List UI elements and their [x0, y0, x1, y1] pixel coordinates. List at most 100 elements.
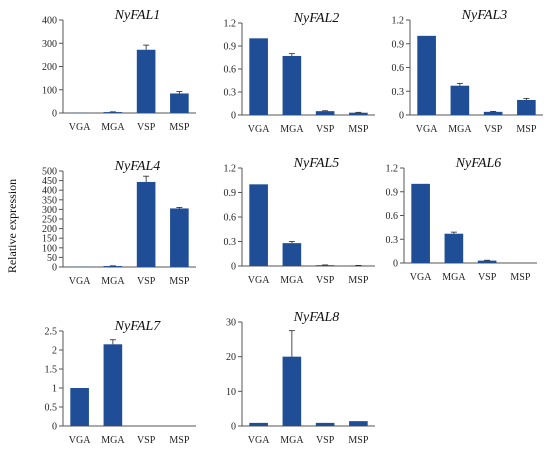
x-tick-label: VGA — [248, 124, 270, 135]
y-tick-label: 0.6 — [224, 213, 237, 224]
y-tick-label: 350 — [42, 195, 57, 206]
y-tick-label: 400 — [42, 16, 57, 27]
chart-title: NyFAL8 — [293, 310, 340, 325]
bar-msp — [349, 421, 368, 426]
x-tick-label: MSP — [348, 275, 368, 286]
chart-panel-8: 0 10 20 30 VGA MGA VSP MSP NyFAL8 — [226, 310, 375, 446]
y-tick-label: 2 — [52, 346, 57, 357]
chart-panel-6: 0 0.3 0.6 0.9 1.2 VGA MGA VSP MSP NyFAL6 — [386, 156, 537, 283]
y-tick-label: 0.9 — [386, 187, 399, 198]
y-tick-label: 1.2 — [386, 164, 399, 175]
bar-mga — [103, 344, 123, 426]
x-tick-label: MSP — [169, 122, 189, 133]
y-tick-label: 10 — [226, 387, 236, 398]
x-tick-label: VGA — [69, 122, 91, 133]
x-tick-label: MGA — [280, 124, 304, 135]
bar-vsp — [315, 422, 335, 426]
bar-vga — [249, 422, 268, 426]
x-tick-label: VSP — [316, 435, 335, 446]
y-tick-label: 0.3 — [224, 88, 237, 99]
chart-panel-3: 0 0.3 0.6 0.9 1.2 VGA MGA VSP MSP NyFAL3 — [392, 8, 543, 135]
x-tick-label: VGA — [248, 435, 270, 446]
y-tick-label: 400 — [42, 186, 57, 197]
y-tick-label: 300 — [42, 39, 57, 50]
y-tick-label: 2.5 — [45, 327, 58, 338]
x-tick-label: MSP — [510, 272, 530, 283]
x-tick-label: VGA — [248, 275, 270, 286]
y-tick-label: 0.6 — [386, 211, 399, 222]
chart-panel-1: 0 100 200 300 400 VGA MGA VSP MSP NyFAL1 — [42, 8, 196, 133]
x-tick-label: VSP — [316, 275, 335, 286]
bar-mga — [282, 356, 302, 426]
bar-mga — [103, 266, 123, 267]
bar-vsp — [136, 181, 156, 267]
bar-mga — [450, 85, 470, 115]
y-tick-label: 0.5 — [45, 403, 58, 414]
y-tick-label: 50 — [47, 253, 57, 264]
x-tick-label: MSP — [348, 435, 368, 446]
x-tick-label: MGA — [101, 276, 125, 287]
y-tick-label: 0 — [399, 111, 404, 122]
y-tick-label: 1.2 — [224, 164, 237, 175]
x-tick-label: MGA — [448, 124, 472, 135]
y-tick-label: 0.9 — [392, 39, 405, 50]
bar-mga — [103, 112, 123, 113]
y-tick-label: 150 — [42, 234, 57, 245]
y-tick-label: 0.6 — [224, 65, 237, 76]
chart-title: NyFAL2 — [293, 11, 340, 26]
chart-title: NyFAL3 — [461, 8, 508, 23]
y-tick-label: 20 — [226, 352, 236, 363]
bar-vga — [249, 38, 268, 116]
y-tick-label: 0.6 — [392, 63, 405, 74]
bar-vsp — [315, 111, 335, 115]
x-tick-label: VGA — [69, 276, 91, 287]
y-tick-label: 1.2 — [392, 16, 405, 27]
bar-vga — [70, 388, 89, 426]
x-tick-label: MGA — [101, 435, 125, 446]
y-tick-label: 1 — [52, 384, 57, 395]
y-tick-label: 30 — [226, 318, 236, 329]
bar-vga — [417, 35, 436, 116]
bar-vsp — [483, 111, 503, 115]
x-tick-label: VSP — [478, 272, 497, 283]
x-tick-label: VSP — [484, 124, 503, 135]
x-tick-label: VSP — [137, 122, 156, 133]
bar-vga — [411, 183, 430, 263]
x-tick-label: VGA — [416, 124, 438, 135]
chart-title: NyFAL4 — [114, 159, 161, 174]
x-tick-label: VGA — [69, 435, 91, 446]
bar-vga — [249, 184, 268, 266]
y-tick-label: 100 — [42, 243, 57, 254]
y-tick-label: 250 — [42, 215, 57, 226]
y-tick-label: 450 — [42, 176, 57, 187]
y-tick-label: 0 — [231, 422, 236, 433]
y-tick-label: 200 — [42, 224, 57, 235]
y-tick-label: 0 — [52, 109, 57, 120]
y-tick-label: 0 — [393, 259, 398, 270]
y-tick-label: 0.9 — [224, 42, 237, 53]
bar-msp — [170, 93, 189, 113]
chart-panel-5: 0 0.3 0.6 0.9 1.2 VGA MGA VSP MSP NyFAL5 — [224, 156, 375, 286]
x-tick-label: MSP — [169, 276, 189, 287]
y-tick-label: 0.3 — [224, 237, 237, 248]
y-tick-label: 200 — [42, 62, 57, 73]
x-tick-label: MGA — [280, 275, 304, 286]
chart-title: NyFAL7 — [114, 319, 162, 334]
x-tick-label: MGA — [442, 272, 466, 283]
y-axis-label: Relative expression — [5, 179, 19, 273]
x-tick-label: VGA — [410, 272, 432, 283]
bar-mga — [444, 233, 464, 263]
y-tick-label: 0 — [52, 422, 57, 433]
y-tick-label: 0 — [52, 263, 57, 274]
y-tick-label: 0 — [231, 262, 236, 273]
bar-msp — [349, 112, 368, 115]
bar-msp — [170, 208, 189, 267]
y-tick-label: 0.3 — [386, 235, 399, 246]
y-tick-label: 0.3 — [392, 87, 405, 98]
y-tick-label: 100 — [42, 85, 57, 96]
y-tick-label: 300 — [42, 205, 57, 216]
bar-mga — [282, 55, 302, 115]
x-tick-label: VSP — [137, 435, 156, 446]
